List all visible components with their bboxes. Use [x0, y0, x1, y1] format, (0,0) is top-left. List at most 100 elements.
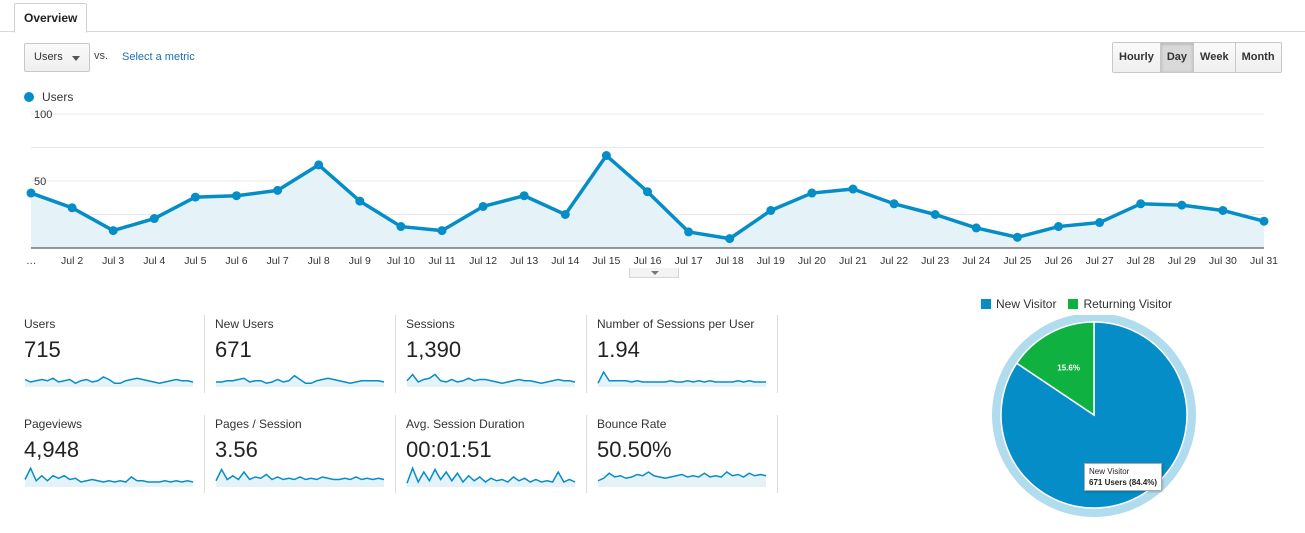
metric-tile-pages-per-session: Pages / Session 3.56 — [215, 415, 396, 493]
legend-swatch-icon — [981, 299, 991, 309]
x-tick-label: Jul 17 — [675, 255, 703, 267]
data-point[interactable] — [190, 192, 200, 202]
data-point[interactable] — [766, 205, 776, 215]
metric-label: Avg. Session Duration — [406, 417, 525, 431]
sparkline-area — [25, 377, 193, 387]
metric-value: 1,390 — [406, 337, 462, 362]
pie-legend-item-returning[interactable]: Returning Visitor — [1068, 297, 1172, 311]
period-hourly-button[interactable]: Hourly — [1113, 43, 1161, 72]
y-tick-label: 50 — [34, 176, 46, 188]
chevron-down-icon — [72, 56, 80, 61]
data-point[interactable] — [725, 234, 735, 244]
data-point[interactable] — [1218, 205, 1228, 215]
metric-label: Bounce Rate — [597, 417, 667, 431]
metric-label: Pages / Session — [215, 417, 302, 431]
data-point[interactable] — [232, 191, 241, 201]
sparkline — [406, 466, 576, 487]
pie-legend-label: New Visitor — [996, 297, 1057, 311]
x-tick-label: Jul 11 — [428, 255, 455, 267]
data-point[interactable] — [601, 151, 611, 161]
vs-label: vs. — [94, 50, 109, 62]
period-month-button[interactable]: Month — [1235, 43, 1281, 72]
users-line-chart: 100 50 … Jul 2 Jul 3 Jul 4 Jul 5 Jul 6 Jul 7 Jul … — [26, 110, 1278, 267]
chart-legend: Users — [24, 90, 73, 104]
legend-dot-icon — [24, 92, 34, 102]
sparkline-area — [598, 372, 766, 387]
data-point[interactable] — [273, 185, 283, 195]
data-point[interactable] — [1177, 200, 1187, 210]
x-tick-label: Jul 9 — [349, 255, 371, 267]
sparkline — [24, 466, 194, 487]
data-point[interactable] — [560, 210, 570, 219]
data-point[interactable] — [396, 222, 406, 232]
pie-legend-item-new[interactable]: New Visitor — [981, 297, 1056, 311]
data-point[interactable] — [643, 187, 652, 197]
data-point[interactable] — [807, 188, 817, 198]
data-point[interactable] — [519, 191, 529, 201]
data-point[interactable] — [67, 203, 77, 213]
x-tick-label: Jul 22 — [880, 255, 908, 267]
data-point[interactable] — [889, 199, 899, 209]
data-point[interactable] — [971, 223, 981, 233]
sparkline-line — [597, 370, 766, 384]
x-tick-label: Jul 18 — [716, 255, 744, 267]
metric-dropdown[interactable]: Users — [24, 43, 90, 72]
data-point[interactable] — [684, 227, 694, 237]
period-toggle-group: Hourly Day Week Month — [1112, 42, 1282, 73]
data-point[interactable] — [108, 226, 118, 236]
sparkline-line — [406, 373, 576, 385]
metric-label: New Users — [215, 317, 274, 331]
x-tick-label: Jul 30 — [1209, 255, 1237, 267]
metric-tile-bounce-rate: Bounce Rate 50.50% — [597, 415, 778, 493]
data-point[interactable] — [1012, 232, 1022, 242]
metric-tile-avg-session-duration: Avg. Session Duration 00:01:51 — [406, 415, 587, 493]
data-point[interactable] — [1095, 218, 1105, 228]
tab-overview[interactable]: Overview — [14, 3, 88, 33]
data-point[interactable] — [1136, 199, 1146, 209]
period-week-button[interactable]: Week — [1194, 43, 1236, 72]
x-tick-label: Jul 19 — [757, 255, 785, 267]
x-tick-label: Jul 10 — [387, 255, 415, 267]
x-tick-label: Jul 7 — [267, 255, 289, 267]
x-tick-label: Jul 16 — [633, 255, 661, 267]
sparkline-line — [597, 471, 767, 482]
pie-slice-returning-visitor[interactable] — [1015, 321, 1095, 417]
data-point[interactable] — [149, 214, 159, 224]
y-tick-label: 100 — [34, 110, 52, 121]
data-point[interactable] — [1259, 216, 1269, 226]
x-tick-label: Jul 20 — [798, 255, 826, 267]
x-tick-label: Jul 27 — [1086, 255, 1114, 267]
data-point[interactable] — [478, 201, 488, 211]
data-point[interactable] — [437, 226, 447, 236]
data-point[interactable] — [1054, 222, 1063, 232]
sparkline — [24, 376, 194, 387]
metric-label: Pageviews — [24, 417, 83, 431]
x-tick-label: Jul 21 — [839, 255, 867, 267]
data-point[interactable] — [26, 188, 36, 198]
data-point[interactable] — [355, 196, 365, 206]
pie-slice-label: 15.6% — [1057, 363, 1080, 372]
data-point[interactable] — [314, 160, 324, 170]
x-tick-label: Jul 13 — [510, 255, 538, 267]
data-point[interactable] — [930, 210, 940, 219]
pie-legend-label: Returning Visitor — [1083, 297, 1172, 311]
chart-resize-handle[interactable] — [629, 268, 679, 278]
select-metric-link[interactable]: Select a metric — [122, 51, 195, 63]
sparkline-line — [406, 466, 576, 484]
metric-dropdown-value: Users — [34, 51, 63, 63]
legend-label: Users — [42, 90, 74, 104]
x-tick-label: Jul 4 — [143, 255, 165, 267]
metric-tile-new-users: New Users 671 — [215, 315, 396, 393]
tile-divider — [777, 415, 778, 493]
x-tick-label: Jul 3 — [102, 255, 124, 267]
data-point[interactable] — [848, 184, 858, 194]
tile-divider — [395, 415, 396, 493]
sparkline — [215, 467, 385, 487]
metric-value: 4,948 — [24, 437, 80, 462]
tile-divider — [395, 315, 396, 393]
tooltip-value: 671 Users (84.4%) — [1089, 478, 1158, 487]
pie-tooltip: New Visitor 671 Users (84.4%) — [1084, 463, 1163, 491]
period-day-button[interactable]: Day — [1160, 43, 1195, 72]
x-tick-label: Jul 2 — [61, 255, 83, 267]
metric-label: Number of Sessions per User — [597, 317, 755, 331]
